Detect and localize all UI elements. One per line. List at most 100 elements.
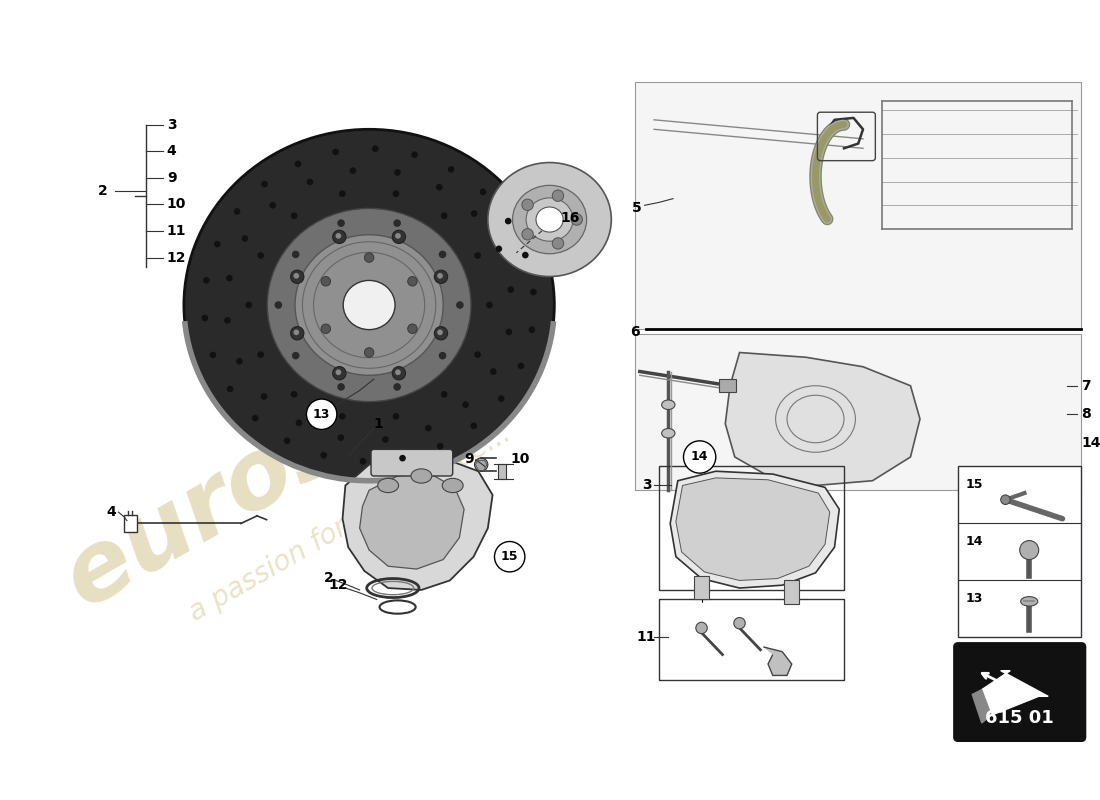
Polygon shape	[342, 457, 493, 590]
Circle shape	[474, 252, 481, 258]
Circle shape	[350, 167, 356, 174]
Text: 14: 14	[691, 450, 708, 463]
Ellipse shape	[267, 208, 471, 402]
Circle shape	[261, 181, 267, 187]
Ellipse shape	[295, 234, 443, 375]
Circle shape	[498, 395, 505, 402]
Circle shape	[332, 230, 346, 243]
Circle shape	[382, 436, 388, 442]
Circle shape	[495, 542, 525, 572]
Circle shape	[486, 302, 493, 308]
Circle shape	[214, 241, 221, 247]
Ellipse shape	[343, 281, 395, 330]
FancyBboxPatch shape	[954, 643, 1086, 741]
Text: a passion for parts since...: a passion for parts since...	[185, 420, 516, 627]
Circle shape	[448, 166, 454, 173]
Polygon shape	[675, 478, 829, 581]
Circle shape	[393, 230, 406, 243]
Text: 13: 13	[312, 408, 330, 421]
Circle shape	[294, 330, 299, 335]
Circle shape	[518, 362, 525, 370]
Circle shape	[506, 329, 513, 335]
Text: 615 01: 615 01	[986, 709, 1054, 727]
Bar	[635, 82, 1081, 329]
Circle shape	[571, 214, 582, 226]
Circle shape	[338, 383, 345, 390]
Ellipse shape	[377, 478, 398, 493]
Text: 3: 3	[167, 118, 176, 131]
Polygon shape	[725, 353, 920, 486]
Text: 14: 14	[966, 535, 983, 548]
Text: 4: 4	[167, 144, 177, 158]
Circle shape	[394, 219, 402, 227]
Text: 7: 7	[1081, 378, 1091, 393]
Circle shape	[408, 277, 417, 286]
Circle shape	[530, 289, 537, 295]
Circle shape	[270, 202, 276, 209]
Circle shape	[394, 169, 400, 176]
Circle shape	[261, 393, 267, 400]
Polygon shape	[972, 690, 991, 723]
Bar	[694, 576, 710, 599]
Circle shape	[236, 358, 243, 365]
Bar	[498, 464, 506, 479]
Ellipse shape	[662, 400, 675, 410]
Circle shape	[290, 391, 297, 398]
Text: 11: 11	[167, 224, 186, 238]
Circle shape	[394, 383, 402, 390]
Circle shape	[332, 366, 346, 380]
Bar	[124, 515, 138, 532]
Circle shape	[490, 368, 496, 375]
Circle shape	[292, 352, 299, 359]
Circle shape	[372, 146, 378, 152]
Circle shape	[439, 250, 447, 258]
Ellipse shape	[411, 469, 432, 483]
Circle shape	[245, 302, 252, 308]
Circle shape	[339, 190, 345, 197]
Bar	[718, 379, 736, 393]
Circle shape	[505, 218, 512, 225]
Circle shape	[683, 441, 716, 473]
Circle shape	[521, 229, 534, 240]
Circle shape	[437, 273, 443, 278]
Circle shape	[257, 252, 264, 258]
Text: 4: 4	[106, 505, 116, 519]
Ellipse shape	[442, 478, 463, 493]
Text: 3: 3	[641, 478, 651, 493]
Text: 9: 9	[167, 170, 176, 185]
Circle shape	[295, 161, 301, 167]
Circle shape	[339, 413, 345, 420]
Circle shape	[321, 324, 331, 334]
Circle shape	[275, 302, 283, 309]
Ellipse shape	[526, 198, 573, 241]
Text: 15: 15	[500, 550, 518, 563]
Circle shape	[395, 370, 400, 375]
Circle shape	[474, 351, 481, 358]
FancyBboxPatch shape	[371, 450, 453, 476]
Circle shape	[495, 246, 503, 252]
Circle shape	[338, 219, 345, 227]
Bar	[958, 466, 1081, 638]
Ellipse shape	[1021, 597, 1037, 606]
Circle shape	[226, 275, 233, 282]
Bar	[784, 581, 800, 604]
Text: 13: 13	[966, 592, 983, 605]
Circle shape	[471, 422, 477, 430]
Circle shape	[456, 302, 464, 309]
Circle shape	[734, 618, 745, 629]
Text: 1: 1	[374, 417, 384, 430]
Circle shape	[224, 317, 231, 324]
Circle shape	[437, 330, 443, 335]
Circle shape	[338, 434, 344, 441]
Text: 2: 2	[98, 184, 108, 198]
Circle shape	[336, 233, 341, 238]
Circle shape	[439, 352, 447, 359]
Circle shape	[393, 366, 406, 380]
Circle shape	[696, 622, 707, 634]
Polygon shape	[981, 670, 1048, 715]
Circle shape	[552, 238, 563, 249]
Circle shape	[233, 208, 241, 214]
Polygon shape	[360, 474, 464, 569]
Circle shape	[332, 149, 339, 155]
Circle shape	[471, 210, 477, 217]
